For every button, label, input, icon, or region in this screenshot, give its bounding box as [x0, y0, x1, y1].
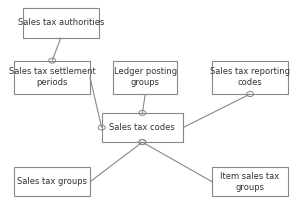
Text: Sales tax groups: Sales tax groups [17, 177, 87, 186]
Text: Sales tax authorities: Sales tax authorities [18, 18, 104, 28]
Text: Sales tax codes: Sales tax codes [110, 123, 175, 132]
FancyBboxPatch shape [102, 113, 183, 142]
FancyBboxPatch shape [113, 61, 177, 94]
FancyBboxPatch shape [14, 61, 90, 94]
FancyBboxPatch shape [14, 167, 90, 196]
FancyBboxPatch shape [212, 61, 288, 94]
FancyBboxPatch shape [23, 8, 99, 38]
FancyBboxPatch shape [212, 167, 288, 196]
Text: Sales tax settlement
periods: Sales tax settlement periods [9, 67, 95, 87]
Text: Ledger posting
groups: Ledger posting groups [114, 67, 177, 87]
Text: Sales tax reporting
codes: Sales tax reporting codes [210, 67, 290, 87]
Text: Item sales tax
groups: Item sales tax groups [220, 172, 280, 192]
